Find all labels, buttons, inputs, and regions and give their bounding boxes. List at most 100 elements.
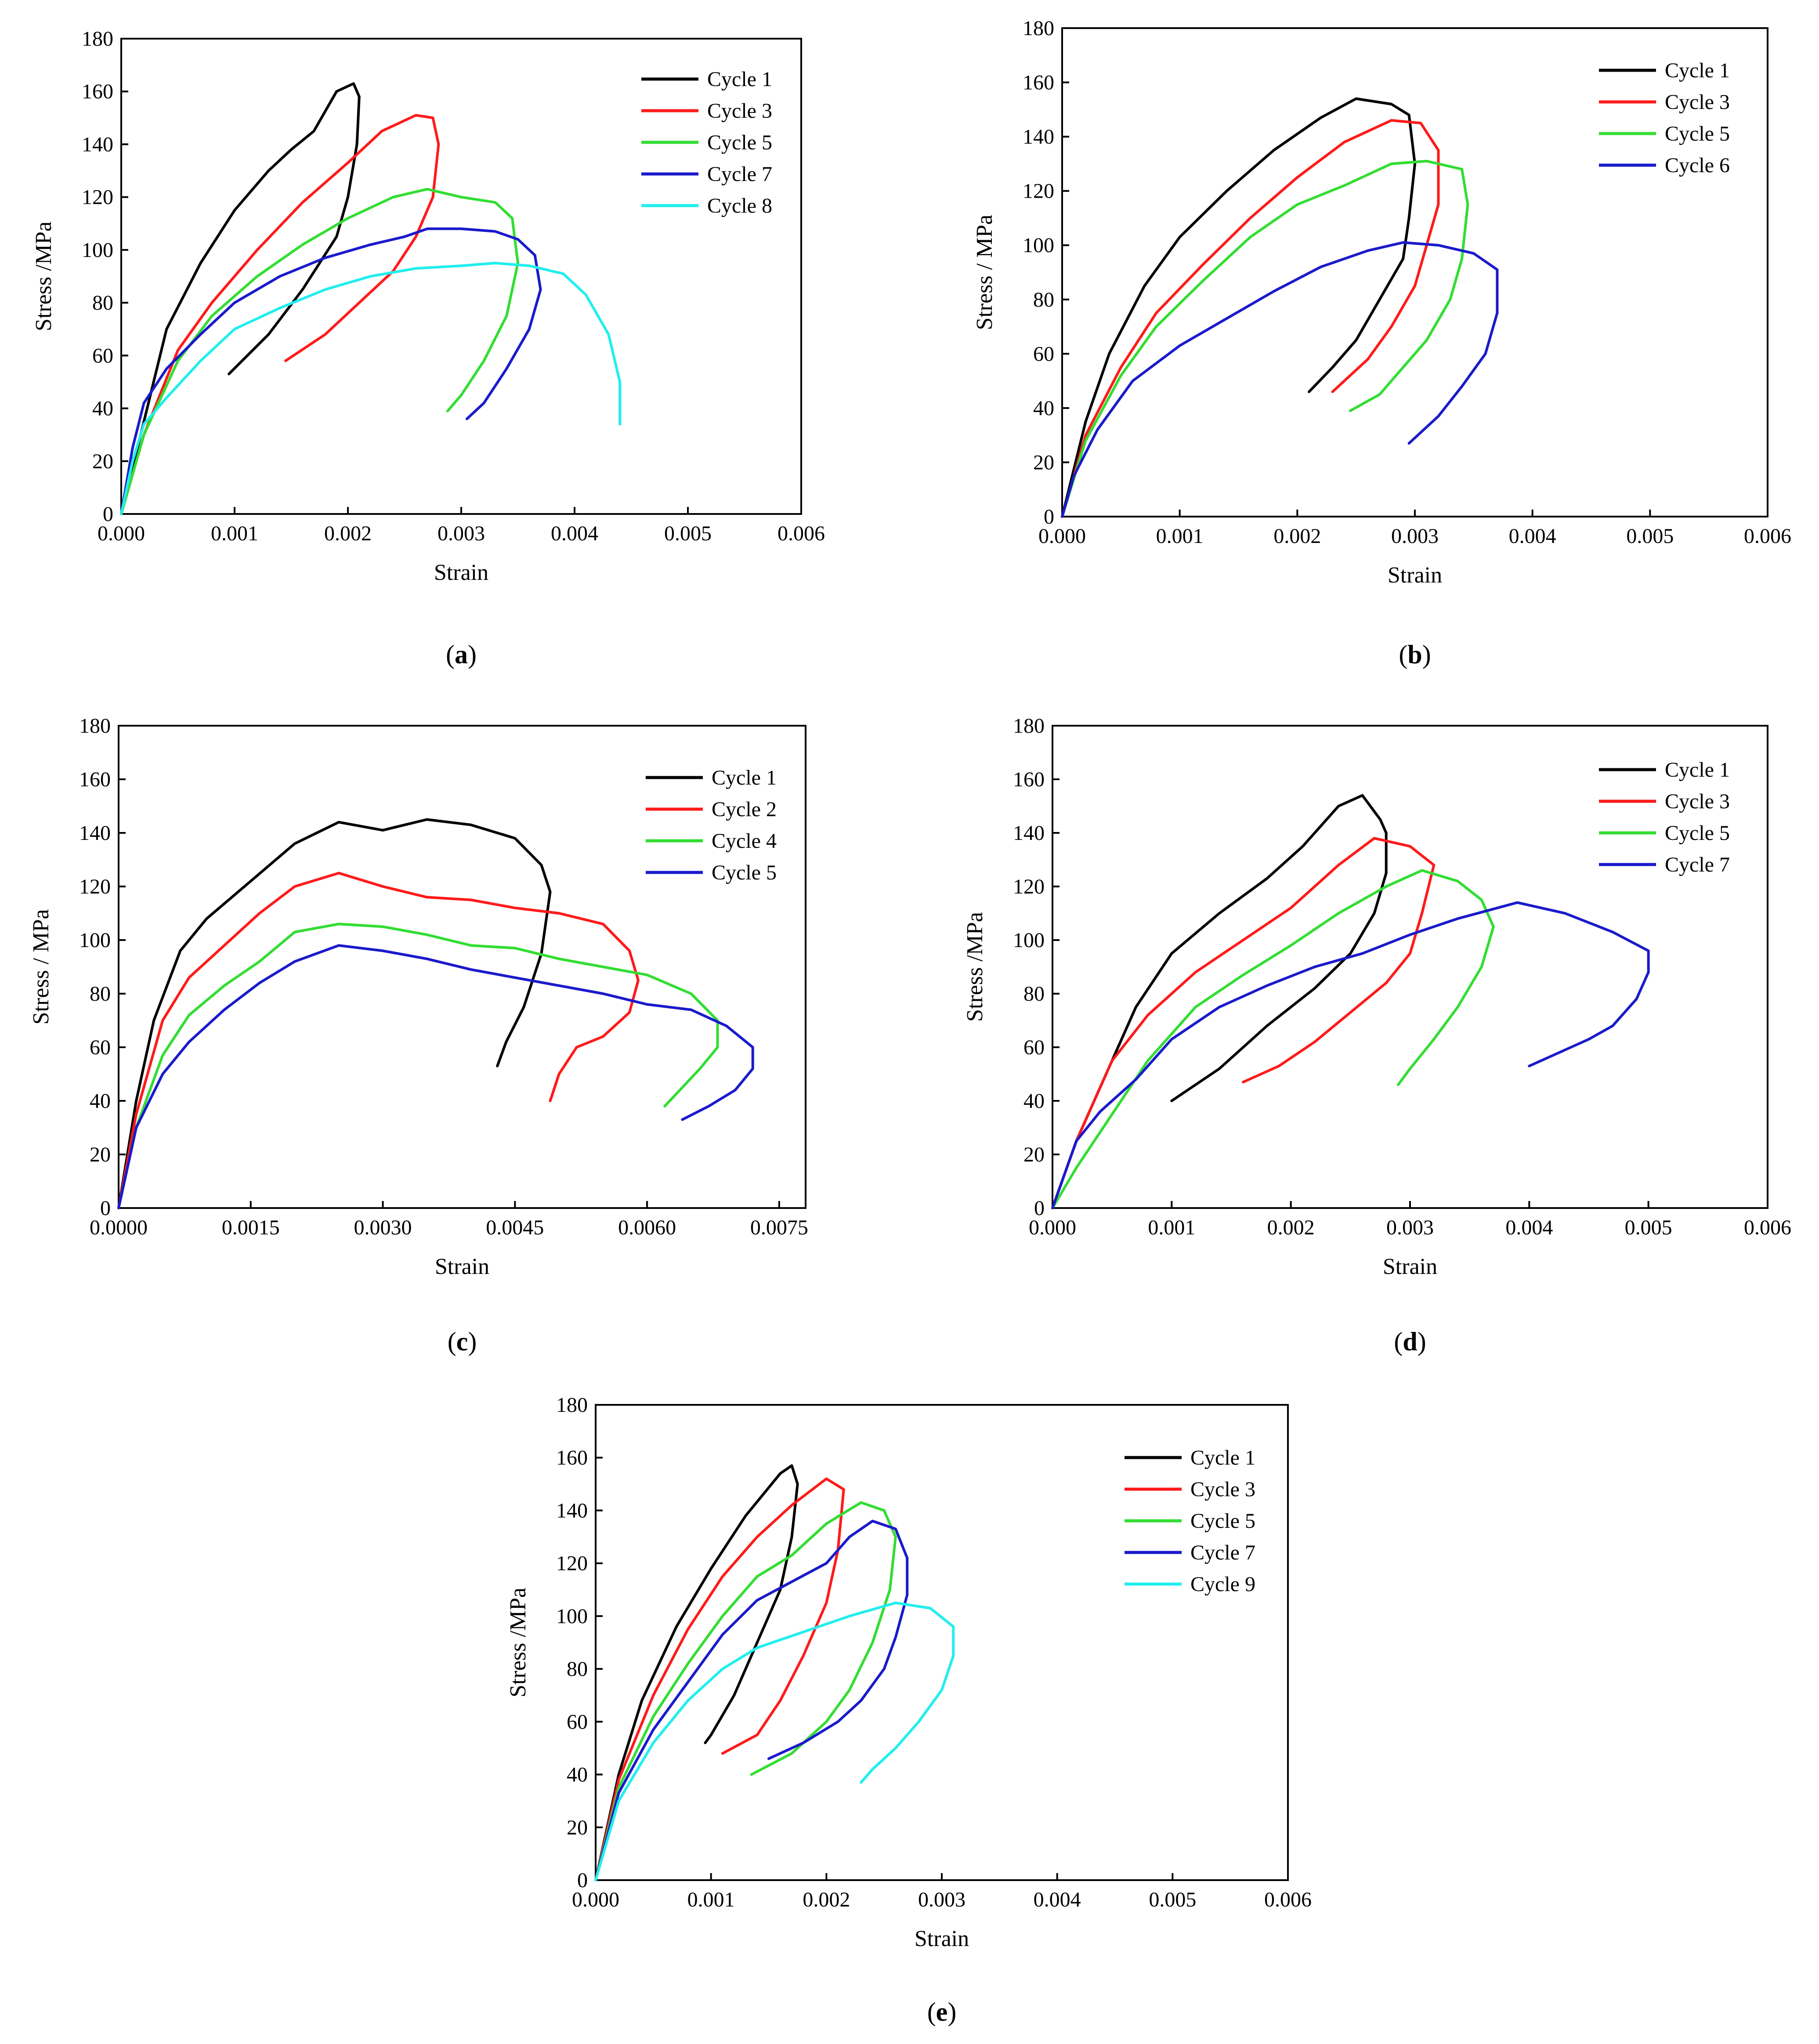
x-tick-label: 0.003 [1391,525,1439,548]
legend: Cycle 1 Cycle 3 Cycle 5 Cycle 7 [1599,758,1730,876]
y-tick-label: 100 [1013,929,1045,952]
legend-label: Cycle 5 [1190,1509,1255,1533]
x-tick-label: 0.002 [1273,525,1321,548]
legend-label: Cycle 1 [1190,1446,1255,1469]
y-tick-label: 180 [1023,17,1054,40]
x-tick-label: 0.0060 [618,1216,676,1239]
legend-label: Cycle 3 [1190,1478,1255,1501]
y-tick-label: 100 [556,1605,588,1628]
y-tick-label: 0 [577,1869,588,1892]
series-line-cycle-5 [1051,869,1495,1209]
y-tick-label: 100 [82,239,113,262]
legend: Cycle 1 Cycle 2 Cycle 4 Cycle 5 [646,766,777,884]
y-axis-title: Stress / MPa [972,215,997,330]
x-tick-label: 0.005 [1625,1216,1672,1239]
plot-frame [120,38,802,515]
panel-label: (d) [1394,1327,1426,1356]
series-line-cycle-5 [120,188,519,515]
x-tick-label: 0.0015 [222,1216,280,1239]
panel-label-close: ) [468,1327,477,1356]
series-line-cycle-7 [1051,901,1650,1209]
series-line-cycle-1 [117,818,552,1209]
y-tick-label: 180 [82,27,113,51]
legend-label: Cycle 3 [1665,90,1730,114]
x-tick-label: 0.002 [803,1888,850,1911]
x-tick-label: 0.002 [1267,1216,1315,1239]
y-tick-label: 0 [1044,505,1054,528]
y-tick-label: 120 [79,875,111,898]
panel-label-letter: e [936,1997,948,2026]
panel-label: (e) [927,1997,957,2026]
y-tick-label: 80 [92,291,113,315]
panel-label-open: ( [927,1997,936,2026]
plot-frame [595,1404,1289,1881]
series-line-cycle-5 [594,1501,897,1881]
y-tick-label: 140 [556,1499,588,1522]
panel-label-letter: c [456,1327,468,1356]
legend-label: Cycle 5 [712,861,777,884]
x-tick-label: 0.0045 [486,1216,544,1239]
x-tick-label: 0.006 [1264,1888,1312,1911]
y-tick-label: 60 [90,1036,111,1059]
y-axis-title: Stress /MPa [962,912,987,1022]
legend-label: Cycle 3 [1665,790,1730,813]
x-tick-label: 0.0000 [90,1216,148,1239]
x-tick-label: 0.005 [664,522,712,545]
legend-label: Cycle 5 [707,131,772,154]
panel-label: (b) [1399,640,1431,669]
legend-label: Cycle 8 [707,194,772,217]
x-tick-label: 0.006 [778,522,825,545]
y-tick-label: 60 [1033,342,1054,365]
series-line-cycle-1 [1061,97,1416,518]
plot-frame [118,725,806,1209]
legend: Cycle 1 Cycle 3 Cycle 5 Cycle 6 [1599,59,1730,177]
series-line-cycle-7 [594,1519,909,1881]
x-tick-label: 0.0030 [354,1216,412,1239]
plot-frame [1061,27,1768,517]
x-tick-label: 0.003 [1386,1216,1434,1239]
x-axis-title: Strain [1383,1254,1437,1279]
y-tick-label: 100 [1023,234,1054,257]
y-tick-label: 80 [1033,288,1054,311]
x-tick-label: 0.000 [572,1888,619,1911]
series-line-cycle-8 [120,261,622,515]
y-tick-label: 80 [567,1657,588,1681]
y-tick-label: 180 [79,714,111,738]
y-axis-title: Stress /MPa [506,1588,531,1697]
panel-label: (c) [448,1327,477,1356]
x-tick-label: 0.0075 [750,1216,808,1239]
y-tick-label: 140 [1023,125,1054,148]
y-tick-label: 120 [1023,180,1054,203]
panel-label-letter: b [1407,640,1422,669]
x-tick-label: 0.006 [1744,1216,1791,1239]
x-tick-label: 0.004 [551,522,598,545]
y-tick-label: 40 [567,1763,588,1787]
panel-label: (a) [446,640,477,669]
panel-label-letter: a [455,640,468,669]
plot-frame [1052,725,1768,1209]
legend-label: Cycle 5 [1665,122,1730,145]
legend: Cycle 1 Cycle 3 Cycle 5 Cycle 7 Cycle 8 [641,68,772,217]
chart-panel-d: 0.000 0.001 0.002 0.003 0.004 0.005 0.006 0 20 40… [962,714,1791,1356]
x-tick-label: 0.005 [1626,525,1674,548]
panel-label-open: ( [448,1327,456,1356]
y-tick-label: 60 [92,344,113,367]
series-line-cycle-5 [117,944,754,1209]
y-tick-label: 80 [1023,982,1045,1006]
x-axis-title: Strain [1388,563,1442,588]
y-tick-label: 60 [567,1710,588,1733]
y-tick-label: 180 [1013,714,1045,738]
legend-label: Cycle 7 [1190,1541,1255,1564]
panel-label-close: ) [1422,640,1431,669]
y-axis-title: Stress / MPa [29,909,54,1025]
series-line-cycle-9 [594,1601,955,1881]
y-tick-label: 0 [100,1197,111,1220]
x-tick-label: 0.002 [324,522,372,545]
x-tick-label: 0.000 [1038,525,1086,548]
chart-panel-b: 0.000 0.001 0.002 0.003 0.004 0.005 0.006 0 20 40… [972,17,1791,669]
legend-label: Cycle 1 [707,68,772,91]
x-tick-label: 0.000 [98,522,145,545]
chart-panel-e: 0.000 0.001 0.002 0.003 0.004 0.005 0.006 0 20 40… [506,1393,1312,2026]
x-axis-title: Strain [915,1926,969,1951]
y-tick-label: 40 [1033,397,1054,420]
